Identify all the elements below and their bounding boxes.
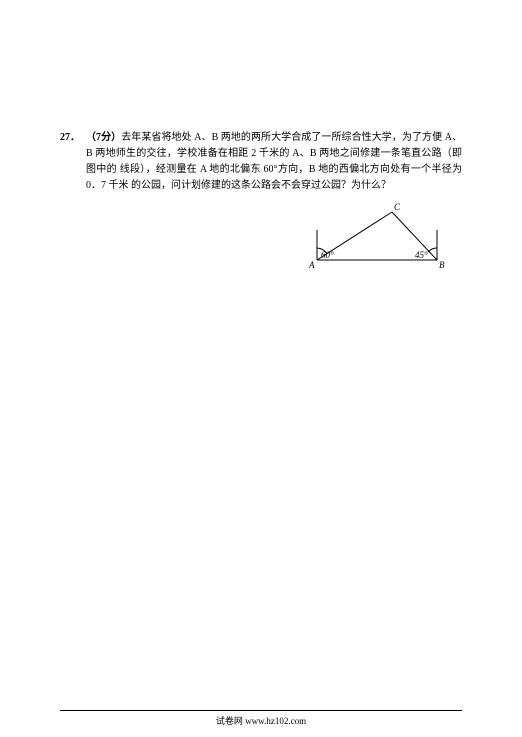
footer-prefix: 试卷网 — [216, 716, 245, 726]
problem-points: （7分） — [86, 132, 121, 143]
svg-text:A: A — [308, 260, 315, 270]
svg-text:45°: 45° — [415, 250, 428, 260]
text-line4: 的公园，问计划修建的这条公路会不会穿过公园？为什么？ — [131, 180, 391, 191]
footer: 试卷网 www.hz102.com — [60, 710, 462, 727]
triangle-diagram: 60° 45° C A B — [307, 200, 447, 275]
svg-text:60°: 60° — [321, 250, 334, 260]
problem-text: （7分）去年某省将地处 A、B 两地的两所大学合成了一所综合性大学，为了方便 A… — [86, 130, 462, 194]
footer-url: www.hz102.com — [245, 716, 306, 726]
svg-text:C: C — [394, 202, 401, 212]
problem-number: 27． — [60, 130, 80, 194]
diagram-svg: 60° 45° C A B — [307, 200, 447, 270]
svg-text:B: B — [439, 260, 445, 270]
